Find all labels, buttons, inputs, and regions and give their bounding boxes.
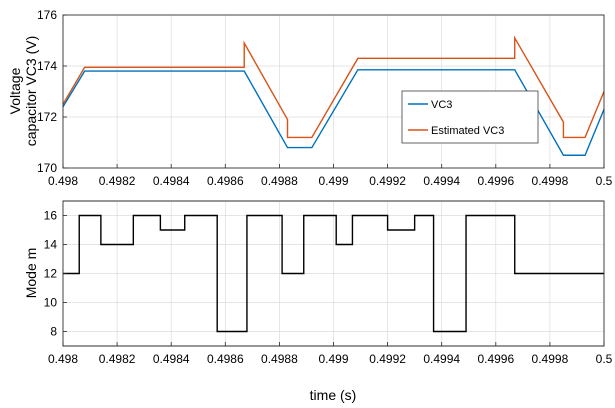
mode-y-axis-label: Mode m: [23, 248, 39, 299]
mode-x-tick-label: 0.4986: [207, 352, 244, 366]
legend-box: [401, 90, 539, 144]
voltage-x-tick-label: 0.4982: [99, 174, 136, 188]
series-line-vc3: [62, 69, 605, 156]
legend-label-estimated-vc3: Estimated VC3: [431, 125, 504, 137]
voltage-x-tick-label: 0.4988: [261, 174, 298, 188]
voltage-x-tick-label: 0.4984: [153, 174, 190, 188]
mode-x-tick-label: 0.498: [48, 352, 78, 366]
voltage-y-ticks: 170 172 174 176: [37, 8, 67, 175]
time-x-axis-label: time (s): [310, 387, 357, 403]
voltage-x-tick-label: 0.4994: [423, 174, 460, 188]
mode-x-tick-label: 0.4984: [153, 352, 190, 366]
voltage-x-tick-label: 0.4998: [532, 174, 569, 188]
series-line-estimated-vc3: [62, 35, 605, 139]
voltage-y-axis-label-line1: Voltage: [7, 67, 23, 114]
voltage-y-tick-label: 176: [37, 8, 57, 22]
voltage-axes: 0.498 0.4982 0.4984 0.4986 0.4988 0.499 0.4992…: [7, 8, 613, 188]
mode-y-tick-label: 14: [44, 238, 58, 252]
mode-x-tick-label: 0.4996: [477, 352, 514, 366]
mode-y-ticks: 8 10 12 14 16: [44, 209, 67, 339]
mode-x-ticks: 0.498 0.4982 0.4984 0.4986 0.4988 0.499 0.4992…: [48, 342, 613, 366]
mode-x-tick-label: 0.4998: [532, 352, 569, 366]
mode-series: [63, 214, 604, 333]
mode-y-tick-label: 16: [44, 209, 58, 223]
mode-y-tick-label: 8: [50, 325, 57, 339]
mode-axes: 0.498 0.4982 0.4984 0.4986 0.4988 0.499 0.4992…: [23, 200, 613, 403]
voltage-x-tick-label: 0.4986: [207, 174, 244, 188]
series-line-mode: [63, 214, 604, 333]
voltage-x-tick-label: 0.499: [318, 174, 348, 188]
voltage-x-tick-label: 0.498: [48, 174, 78, 188]
voltage-y-axis-label-line2: capacitor VC3 (V): [23, 36, 39, 146]
voltage-x-tick-label: 0.5: [596, 174, 613, 188]
mode-y-tick-label: 10: [44, 296, 58, 310]
mode-x-tick-label: 0.4994: [423, 352, 460, 366]
legend-label-vc3: VC3: [431, 99, 452, 111]
voltage-x-tick-label: 0.4996: [477, 174, 514, 188]
mode-y-tick-label: 12: [44, 267, 58, 281]
voltage-legend: VC3 Estimated VC3: [401, 90, 539, 144]
mode-x-tick-label: 0.499: [318, 352, 348, 366]
voltage-x-tick-label: 0.4992: [369, 174, 406, 188]
voltage-series: [62, 35, 605, 156]
voltage-y-tick-label: 170: [37, 161, 57, 175]
mode-x-tick-label: 0.5: [596, 352, 613, 366]
mode-x-tick-label: 0.4992: [369, 352, 406, 366]
voltage-y-tick-label: 172: [37, 110, 57, 124]
voltage-x-ticks: 0.498 0.4982 0.4984 0.4986 0.4988 0.499 0.4992…: [48, 164, 613, 188]
mode-x-tick-label: 0.4982: [99, 352, 136, 366]
voltage-y-tick-label: 174: [37, 59, 57, 73]
mode-x-tick-label: 0.4988: [261, 352, 298, 366]
